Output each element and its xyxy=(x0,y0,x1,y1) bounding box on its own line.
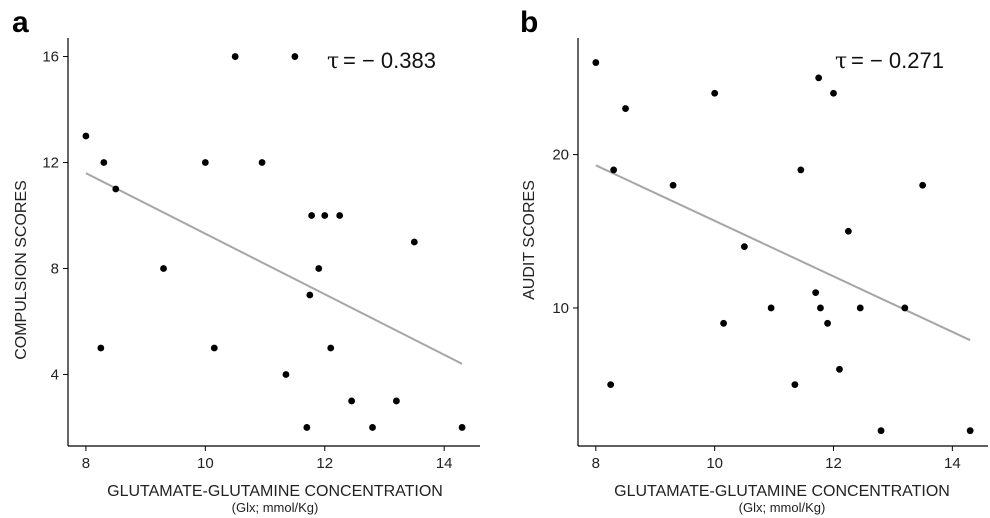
panel-b-x-axis-title: GLUTAMATE-GLUTAMINE CONCENTRATION xyxy=(614,483,950,500)
panel-a-x-tick-label: 12 xyxy=(316,455,333,472)
panel-a-data-point xyxy=(458,424,466,431)
panel-a-x-axis-title: GLUTAMATE-GLUTAMINE CONCENTRATION xyxy=(107,483,443,500)
panel-a-data-point xyxy=(393,397,400,405)
panel-b-y-tick-label: 20 xyxy=(552,147,569,164)
panel-a-data-point xyxy=(82,132,90,140)
panel-a-data-point xyxy=(210,344,218,352)
panel-a-y-tick-label: 8 xyxy=(51,260,59,277)
panel-b-x-tick-label: 10 xyxy=(706,455,723,472)
panel-b-data-point xyxy=(622,105,629,112)
panel-b-tau-value: = − 0.271 xyxy=(851,48,944,73)
panel-a-data-point xyxy=(410,238,418,246)
panel-a-y-tick-label: 12 xyxy=(42,155,59,172)
panel-a-x-tick-label: 8 xyxy=(82,455,90,472)
panel-a-data-point xyxy=(336,212,344,219)
panel-a-y-tick-label: 4 xyxy=(51,366,59,383)
panel-a-data-point xyxy=(321,212,329,219)
panel-b-trend-line xyxy=(595,164,971,342)
panel-a-data-point xyxy=(97,344,105,352)
panel-a-data-point xyxy=(303,424,311,431)
panel-a-data-point xyxy=(282,371,290,378)
panel-a-data-point xyxy=(231,53,239,60)
panel-b-x-tick-label: 14 xyxy=(944,455,961,472)
panel-a-data-point xyxy=(112,185,120,193)
panel-b-data-point xyxy=(720,319,727,327)
panel-a-y-axis-title: COMPULSION SCORES xyxy=(13,180,30,360)
panel-b-tau-symbol: τ xyxy=(835,49,847,74)
panel-a-data-point xyxy=(160,265,167,272)
panel-b-label: b xyxy=(520,6,538,39)
panel-b-x-tick-label: 12 xyxy=(825,455,842,472)
panel-a-ticks: 8 10 12 14 4 8 12 16 xyxy=(42,49,452,472)
panel-b-data-point xyxy=(919,181,927,189)
panel-a-data-point xyxy=(308,212,316,219)
panel-b: b 8 10 12 14 10 20 τ = − 0.271 GLUTAMATE-GLUT… xyxy=(520,6,988,515)
panel-b-data-point xyxy=(856,304,864,312)
panel-b-y-tick-label: 10 xyxy=(552,300,569,317)
panel-b-ticks: 8 10 12 14 10 20 xyxy=(552,147,960,472)
panel-a-data-point xyxy=(258,159,266,166)
panel-a-data-point xyxy=(369,424,376,431)
panel-b-data-point xyxy=(711,89,719,97)
panel-b-x-tick-label: 8 xyxy=(592,455,600,472)
panel-b-data-point xyxy=(669,181,677,189)
panel-b-data-point xyxy=(824,319,831,327)
panel-a-data-point xyxy=(315,265,323,272)
panel-b-data-point xyxy=(767,304,775,312)
panel-b-data-point xyxy=(844,227,852,235)
panel-a-trend-line xyxy=(85,172,463,365)
panel-b-data-point xyxy=(610,166,618,174)
panel-a-data-point xyxy=(291,53,299,60)
panel-b-data-point xyxy=(592,59,600,66)
panel-b-data-point xyxy=(607,381,615,389)
panel-a-tau-symbol: τ xyxy=(327,49,339,74)
panel-a-x-tick-label: 10 xyxy=(197,455,214,472)
panel-a: a 8 10 12 14 4 8 12 16 τ = − 0.383 GLUTAMATE-GL… xyxy=(12,6,480,515)
panel-b-data-point xyxy=(830,89,837,97)
panel-b-y-axis-title: AUDIT SCORES xyxy=(521,180,538,300)
panel-a-y-tick-label: 16 xyxy=(42,49,59,66)
panel-b-data-point xyxy=(901,304,909,312)
panel-a-x-tick-label: 14 xyxy=(436,455,453,472)
panel-b-data-point xyxy=(966,427,974,435)
panel-b-data-point xyxy=(797,166,805,174)
panel-b-data-point xyxy=(817,304,824,312)
panel-a-data-point xyxy=(348,397,356,405)
panel-b-data-point xyxy=(836,365,843,373)
panel-b-points xyxy=(592,59,974,435)
panel-a-data-point xyxy=(100,159,108,166)
panel-b-data-point xyxy=(815,74,823,82)
panel-a-points xyxy=(82,53,466,431)
panel-a-data-point xyxy=(327,344,335,352)
panel-a-data-point xyxy=(306,291,314,299)
panel-a-label: a xyxy=(12,6,29,39)
panel-a-tau-value: = − 0.383 xyxy=(343,48,436,73)
panel-b-x-axis-subtitle: (Glx; mmol/Kg) xyxy=(739,500,826,515)
panel-b-data-point xyxy=(740,243,748,251)
panel-b-data-point xyxy=(812,289,820,297)
panel-a-x-axis-subtitle: (Glx; mmol/Kg) xyxy=(232,500,319,515)
panel-a-data-point xyxy=(201,159,209,166)
panel-b-data-point xyxy=(877,427,885,435)
panel-b-data-point xyxy=(791,381,799,389)
